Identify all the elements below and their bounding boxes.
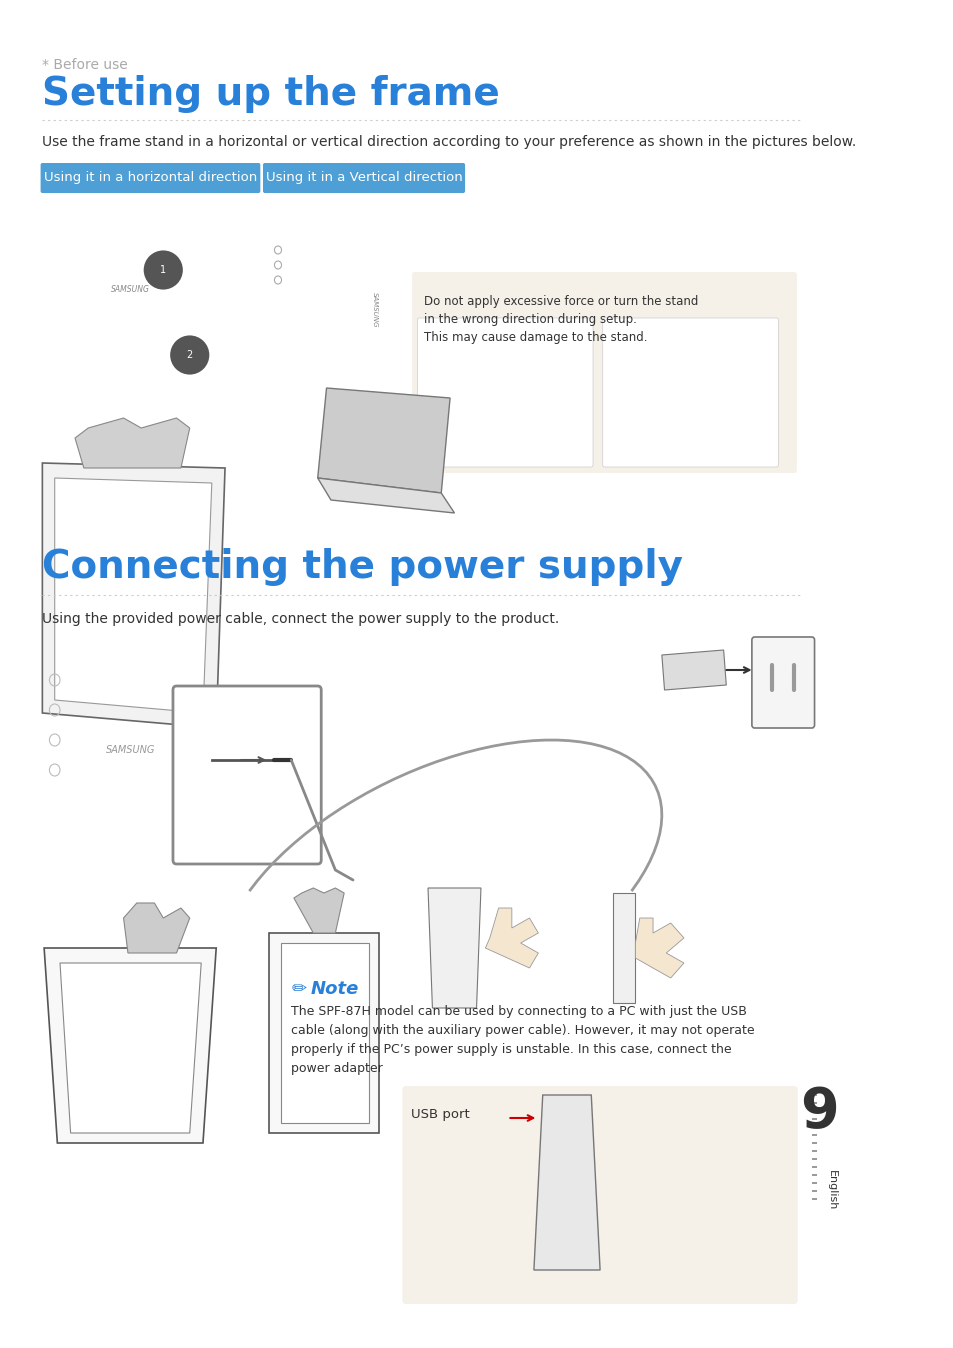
FancyBboxPatch shape: [412, 272, 796, 473]
Polygon shape: [317, 479, 454, 514]
Text: Setting up the frame: Setting up the frame: [42, 75, 499, 113]
Polygon shape: [317, 388, 450, 493]
Text: English: English: [825, 1170, 836, 1211]
FancyBboxPatch shape: [602, 318, 778, 466]
Polygon shape: [280, 944, 369, 1123]
Text: ✏: ✏: [291, 980, 306, 998]
Text: 9: 9: [799, 1085, 838, 1139]
Polygon shape: [661, 650, 725, 690]
Polygon shape: [294, 888, 344, 933]
Text: USB port: USB port: [411, 1108, 470, 1122]
Text: 1: 1: [160, 266, 166, 275]
Polygon shape: [269, 933, 379, 1134]
FancyBboxPatch shape: [41, 163, 260, 193]
Text: Connecting the power supply: Connecting the power supply: [42, 549, 682, 586]
Polygon shape: [44, 948, 216, 1143]
Polygon shape: [75, 418, 190, 468]
Text: Using it in a horizontal direction: Using it in a horizontal direction: [44, 171, 256, 185]
FancyBboxPatch shape: [172, 686, 321, 864]
FancyBboxPatch shape: [402, 1086, 797, 1304]
Polygon shape: [60, 962, 201, 1134]
Text: SAMSUNG: SAMSUNG: [106, 745, 155, 755]
Text: SAMSUNG: SAMSUNG: [372, 293, 378, 328]
FancyBboxPatch shape: [417, 318, 593, 466]
FancyBboxPatch shape: [751, 638, 814, 728]
Polygon shape: [124, 903, 190, 953]
Polygon shape: [54, 479, 212, 713]
Polygon shape: [485, 909, 537, 968]
Text: SAMSUNG: SAMSUNG: [112, 286, 150, 294]
Text: Note: Note: [311, 980, 358, 998]
Polygon shape: [42, 462, 225, 728]
Polygon shape: [613, 892, 635, 1003]
Polygon shape: [428, 888, 480, 1008]
Text: Using the provided power cable, connect the power supply to the product.: Using the provided power cable, connect …: [42, 612, 559, 625]
Text: * Before use: * Before use: [42, 58, 128, 71]
Text: Using it in a Vertical direction: Using it in a Vertical direction: [265, 171, 462, 185]
Text: 2: 2: [187, 350, 193, 360]
Text: The SPF-87H model can be used by connecting to a PC with just the USB
cable (alo: The SPF-87H model can be used by connect…: [291, 1006, 754, 1074]
Text: Use the frame stand in a horizontal or vertical direction according to your pref: Use the frame stand in a horizontal or v…: [42, 135, 856, 150]
Text: Do not apply excessive force or turn the stand
in the wrong direction during set: Do not apply excessive force or turn the…: [423, 295, 698, 344]
Polygon shape: [635, 918, 683, 979]
Polygon shape: [534, 1095, 599, 1270]
FancyBboxPatch shape: [263, 163, 464, 193]
